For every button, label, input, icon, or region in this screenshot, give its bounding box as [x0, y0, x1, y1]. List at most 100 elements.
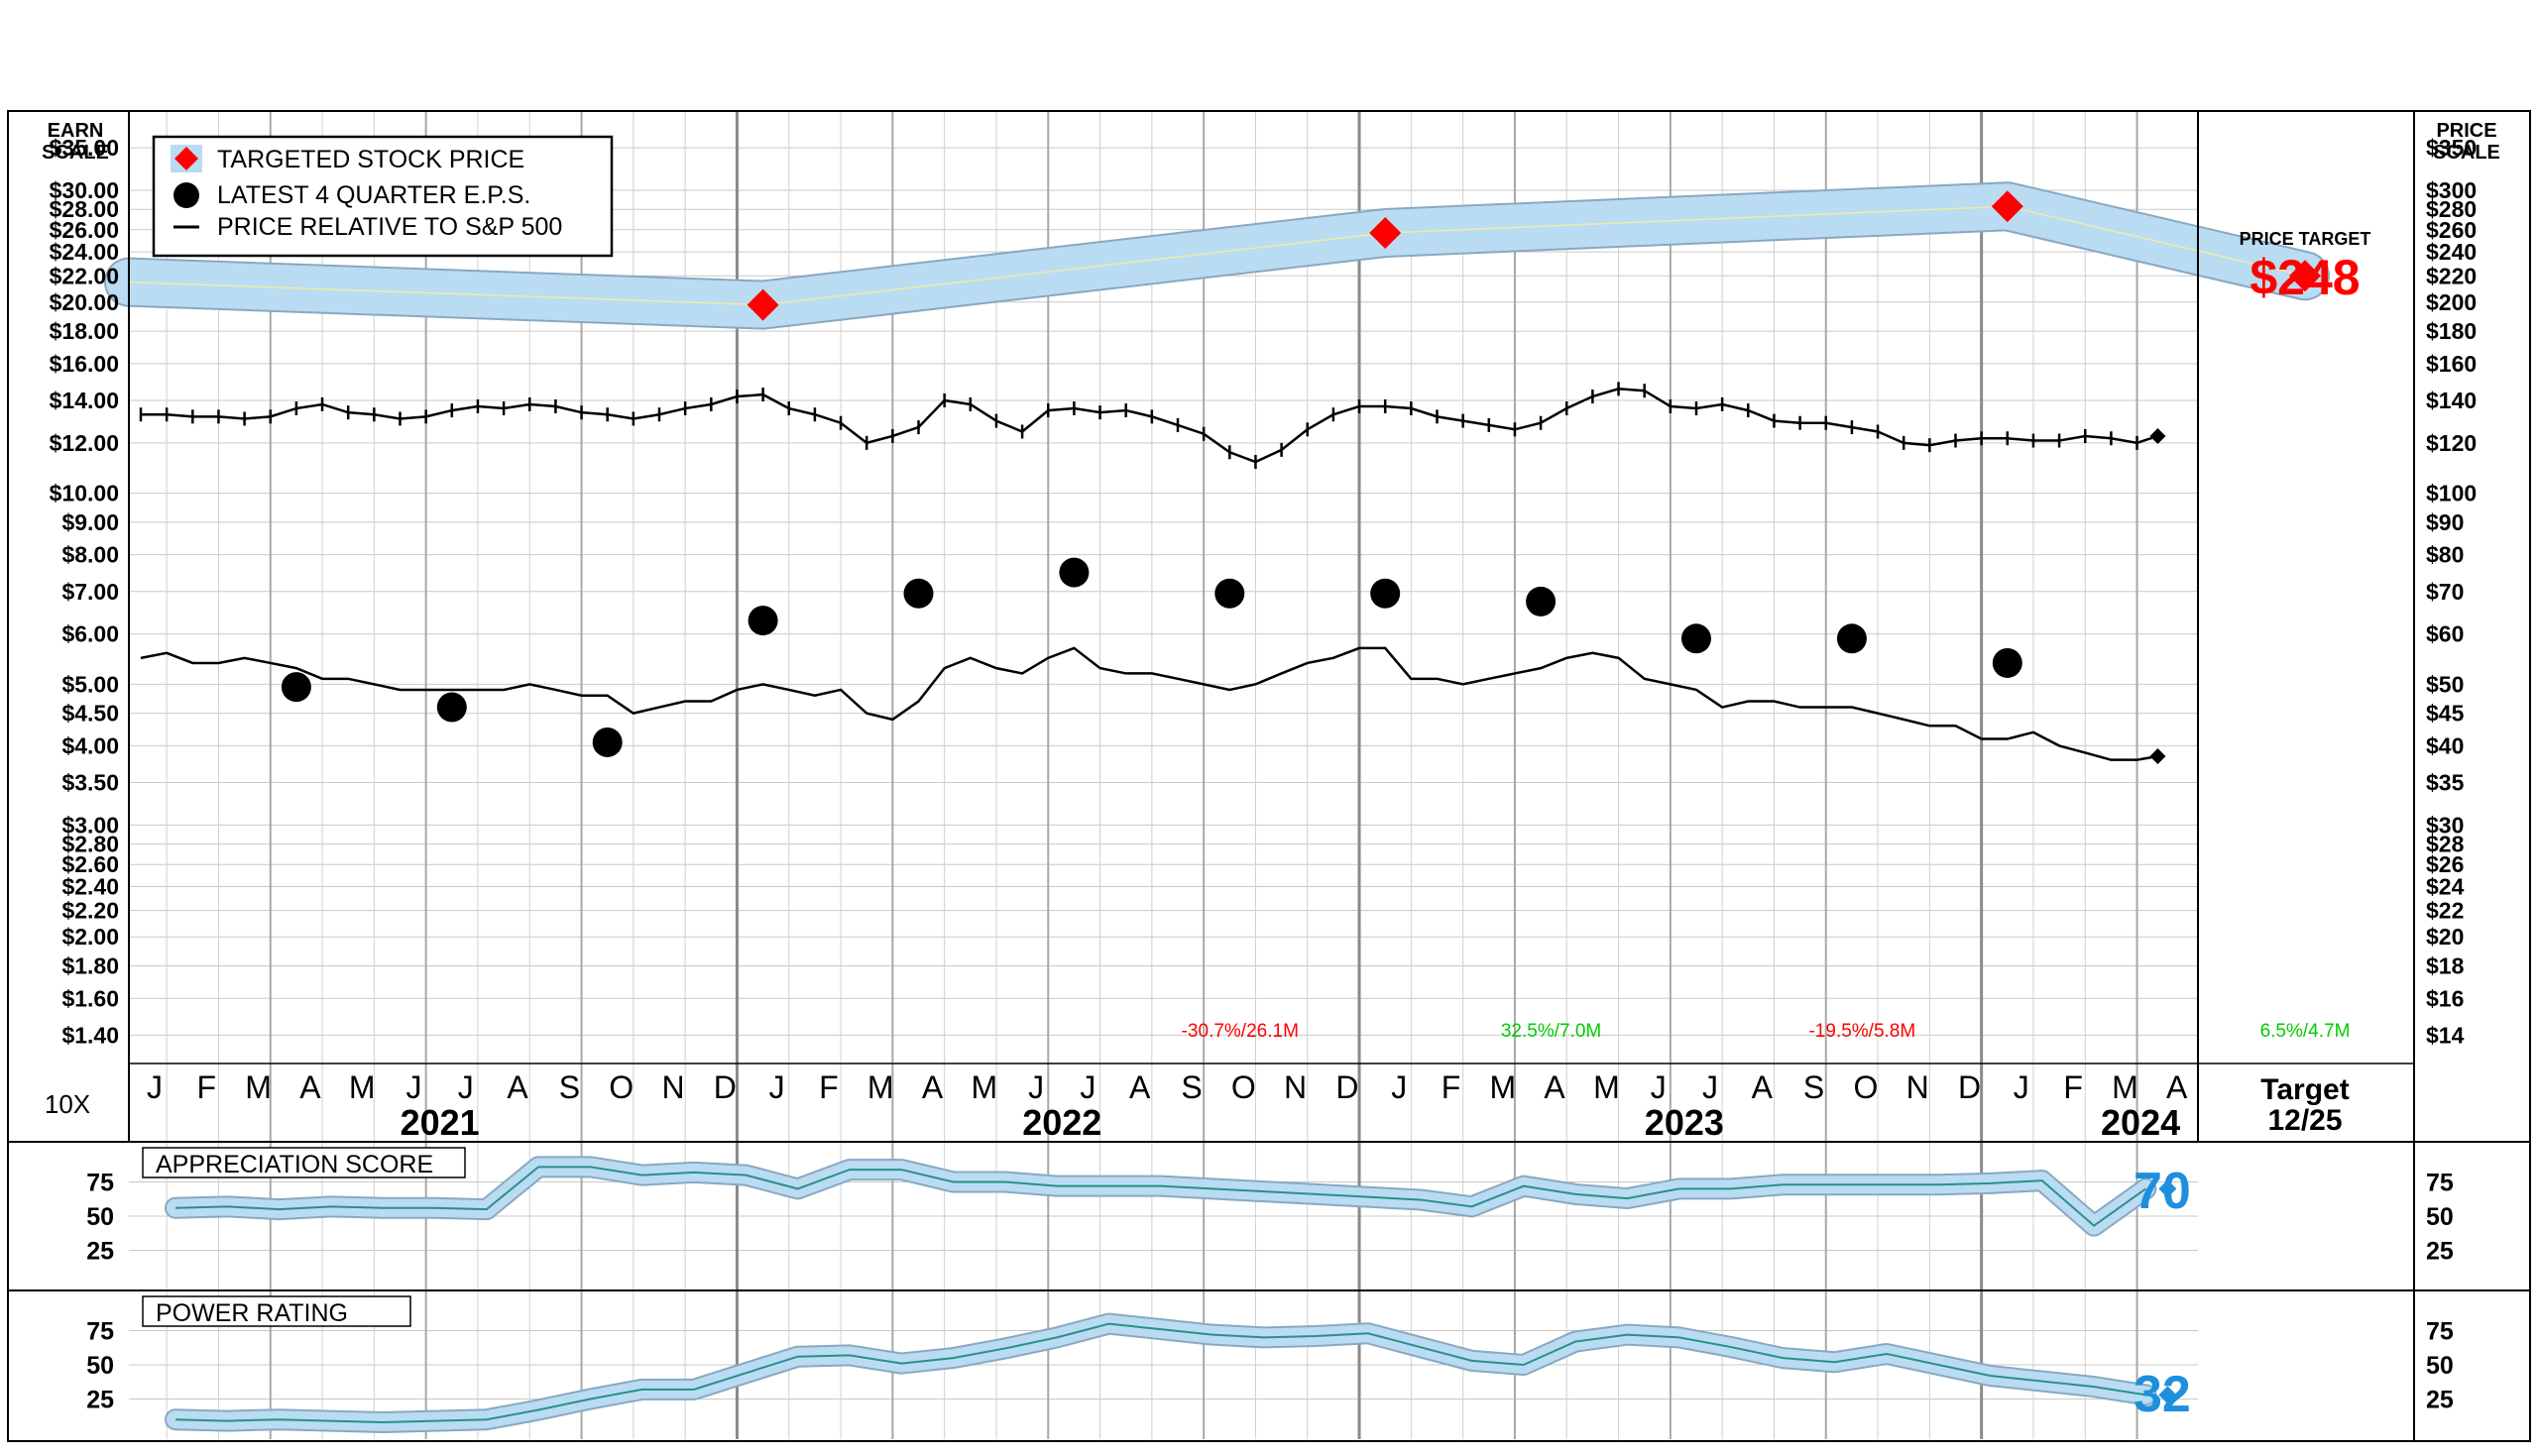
month-tick-label: J — [1702, 1069, 1718, 1105]
appreciation-title: APPRECIATION SCORE — [156, 1151, 433, 1178]
month-tick-label: M — [1593, 1069, 1620, 1105]
price-tick-label: $120 — [2426, 430, 2477, 456]
month-tick-label: J — [1651, 1069, 1667, 1105]
price-tick-label: $180 — [2426, 318, 2477, 344]
earn-tick-label: $5.00 — [61, 671, 119, 697]
target-price-marker — [1369, 217, 1402, 250]
appreciation-tick-right: 75 — [2426, 1170, 2454, 1197]
appreciation-title-box — [142, 1147, 466, 1178]
chart-legend: TARGETED STOCK PRICE LATEST 4 QUARTER E.… — [152, 135, 614, 258]
eps-point — [1370, 578, 1401, 609]
earn-tick-label: $2.60 — [61, 851, 119, 877]
month-tick-label: M — [1489, 1069, 1516, 1105]
price-tick-label: $90 — [2426, 509, 2464, 535]
earn-tick-label: $22.00 — [50, 263, 119, 288]
price-tick-label: $26 — [2426, 851, 2464, 877]
earn-tick-label: $12.00 — [50, 430, 119, 456]
price-tick-label: $80 — [2426, 542, 2464, 568]
month-tick-label: N — [661, 1069, 684, 1105]
target-price-marker — [2289, 260, 2321, 292]
earn-tick-label: $16.00 — [50, 351, 119, 377]
price-tick-label: $35 — [2426, 770, 2465, 796]
month-tick-label: J — [1080, 1069, 1096, 1105]
price-scale-header-1: PRICE — [2436, 120, 2496, 142]
price-tick-label: $350 — [2426, 135, 2477, 161]
eps-point — [1992, 647, 2022, 678]
outer-frame — [7, 110, 2531, 1442]
earn-tick-label: $35.00 — [50, 135, 119, 161]
eps-point — [592, 727, 623, 757]
target-price-marker — [1991, 190, 2023, 223]
earn-tick-label: $30.00 — [50, 177, 119, 203]
price-line — [141, 388, 2158, 464]
month-tick-label: J — [1028, 1069, 1044, 1105]
month-tick-label: A — [507, 1069, 528, 1105]
month-tick-label: J — [2014, 1069, 2029, 1105]
price-tick-label: $100 — [2426, 481, 2477, 506]
power-tick-left: 75 — [86, 1318, 114, 1346]
month-tick-label: N — [1284, 1069, 1307, 1105]
legend-diamond-marker — [174, 147, 198, 170]
year-tick-label: 2023 — [1645, 1102, 1724, 1143]
eps-point — [1681, 623, 1711, 654]
month-tick-label: D — [714, 1069, 737, 1105]
earn-tick-label: $6.00 — [61, 621, 119, 647]
appreciation-line — [174, 1166, 2146, 1227]
price-tick-label: $280 — [2426, 196, 2477, 222]
volume-annotation: -30.7%/26.1M — [1182, 1021, 1299, 1042]
legend-label-eps: LATEST 4 QUARTER E.P.S. — [217, 181, 530, 209]
earn-tick-label: $3.00 — [61, 812, 119, 838]
month-tick-label: A — [1544, 1069, 1565, 1105]
relative-last-marker — [2149, 748, 2166, 765]
earn-tick-label: $7.00 — [61, 579, 119, 605]
month-tick-label: F — [1442, 1069, 1461, 1105]
price-tick-label: $70 — [2426, 579, 2464, 605]
power-tick-right: 50 — [2426, 1352, 2454, 1380]
price-tick-label: $22 — [2426, 898, 2464, 924]
earn-tick-label: $1.60 — [61, 985, 119, 1011]
eps-point — [281, 672, 311, 703]
month-tick-label: A — [922, 1069, 944, 1105]
month-tick-label: F — [2063, 1069, 2083, 1105]
month-tick-label: M — [2112, 1069, 2138, 1105]
power-tick-right: 75 — [2426, 1318, 2454, 1346]
eps-point — [436, 692, 467, 723]
appreciation-tick-right: 25 — [2426, 1238, 2454, 1266]
volume-annotation: -19.5%/5.8M — [1808, 1021, 1915, 1042]
power-tick-left: 25 — [86, 1387, 114, 1414]
appreciation-current-marker — [2158, 1179, 2177, 1198]
month-tick-label: J — [147, 1069, 163, 1105]
series-layer — [139, 382, 2159, 1423]
earn-scale-header-1: EARN — [48, 120, 104, 142]
power-current-marker — [2158, 1386, 2177, 1404]
price-target-value: $248 — [2250, 250, 2360, 305]
axes-layer — [7, 110, 2531, 1442]
power-title: POWER RATING — [156, 1299, 348, 1327]
eps-point — [1059, 557, 1090, 588]
month-tick-label: O — [1853, 1069, 1878, 1105]
earn-tick-label: $3.50 — [61, 770, 119, 796]
price-scale-header-2: SCALE — [2433, 142, 2500, 164]
month-tick-label: J — [769, 1069, 785, 1105]
power-title-box — [142, 1295, 411, 1327]
earn-tick-label: $4.50 — [61, 701, 119, 727]
volume-annotation: 32.5%/7.0M — [1501, 1021, 1601, 1042]
month-tick-label: O — [1231, 1069, 1256, 1105]
year-tick-label: 2021 — [401, 1102, 480, 1143]
earn-tick-label: $1.40 — [61, 1022, 119, 1048]
appreciation-tick-left: 75 — [86, 1170, 114, 1197]
earn-tick-label: $9.00 — [61, 509, 119, 535]
appreciation-tick-right: 50 — [2426, 1203, 2454, 1231]
month-tick-label: J — [406, 1069, 422, 1105]
month-tick-label: A — [1752, 1069, 1774, 1105]
legend-dot-marker — [173, 182, 199, 208]
price-tick-label: $40 — [2426, 732, 2464, 758]
price-tick-label: $28 — [2426, 832, 2465, 857]
price-tick-label: $20 — [2426, 924, 2464, 950]
earn-tick-label: $2.20 — [61, 898, 119, 924]
earn-tick-label: $18.00 — [50, 318, 119, 344]
eps-point — [1526, 586, 1557, 616]
earn-tick-label: $2.00 — [61, 924, 119, 950]
